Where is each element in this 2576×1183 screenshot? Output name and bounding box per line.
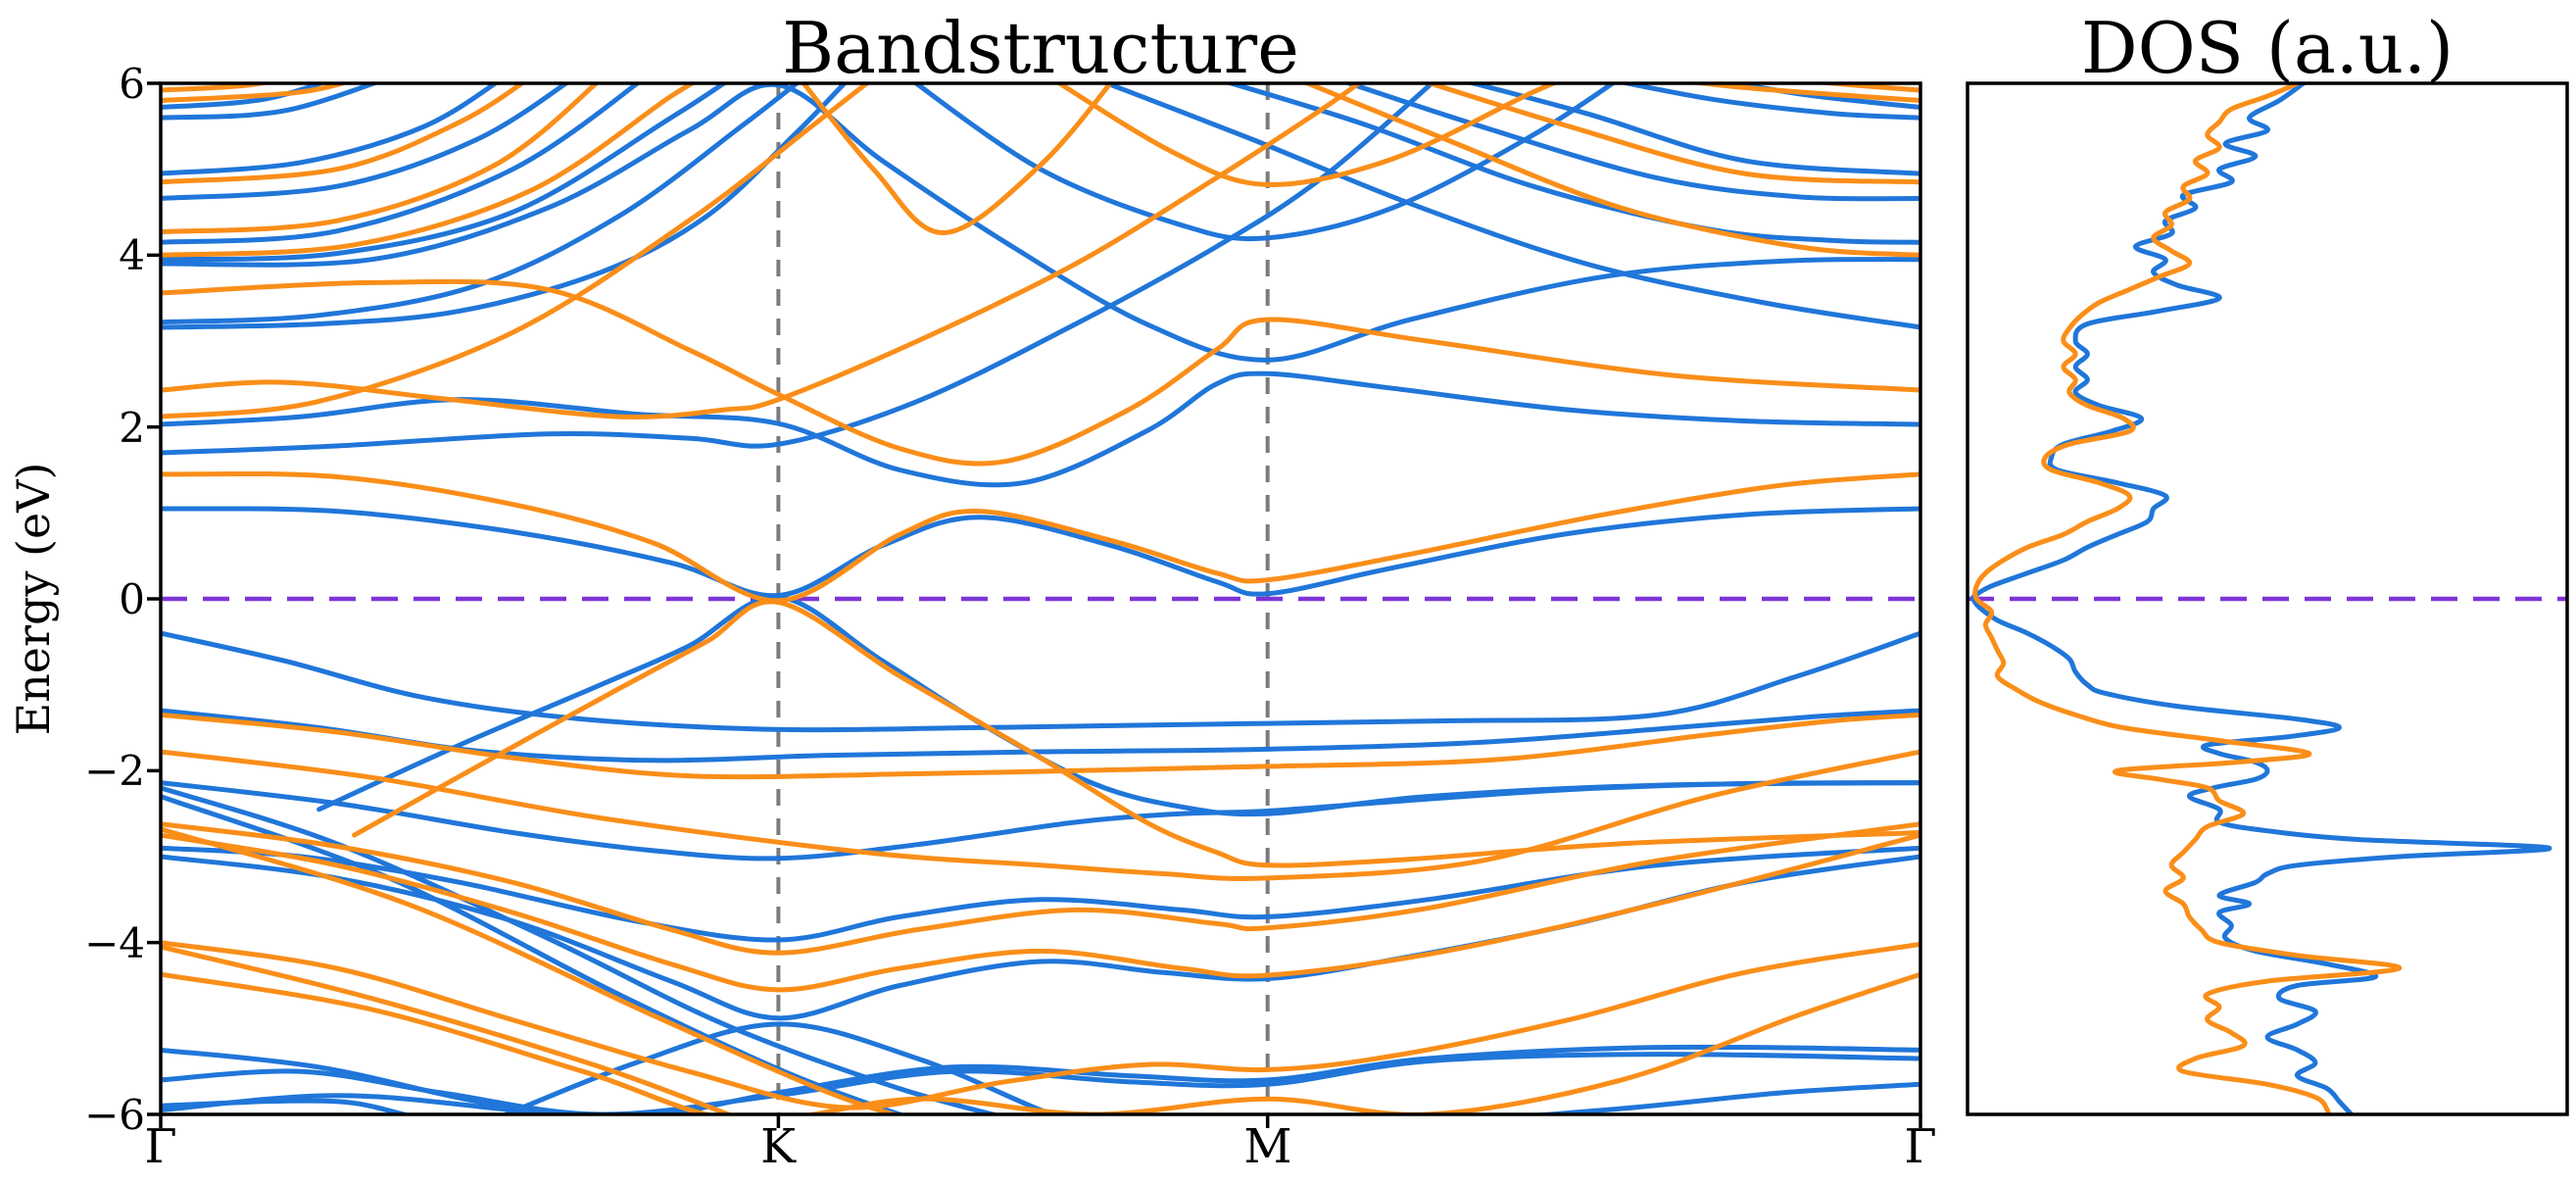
axis-ticks: [147, 81, 1922, 1128]
band-lines-layer: [161, 83, 1920, 1114]
band-panel-title: Bandstructure: [782, 7, 1299, 89]
band-line-blue: [161, 780, 1920, 862]
band-line-blue: [911, 83, 1618, 242]
band-line-orange: [1300, 83, 1920, 258]
y-tick-label: 4: [119, 231, 145, 279]
band-line-orange: [161, 821, 1920, 956]
y-tick-label: 6: [119, 60, 145, 108]
band-line-orange: [161, 83, 526, 185]
band-line-blue: [161, 83, 328, 110]
band-line-orange: [1806, 83, 1920, 93]
band-line-blue: [161, 370, 1920, 488]
band-line-orange: [161, 83, 275, 93]
band-line-blue: [161, 83, 500, 176]
band-line-blue: [161, 83, 729, 263]
band-line-orange: [352, 599, 1920, 868]
band-line-blue: [1464, 83, 1920, 176]
band-line-orange: [161, 83, 1363, 419]
band-line-blue: [161, 630, 1920, 733]
band-line-blue: [161, 83, 802, 325]
band-line-blue: [1615, 83, 1920, 121]
y-axis-label: Energy (eV): [7, 463, 60, 736]
band-line-blue: [161, 708, 1920, 764]
band-line-orange: [1681, 83, 1920, 103]
y-tick-label: −4: [84, 919, 145, 967]
band-line-blue: [161, 1081, 1920, 1114]
k-point-label-k: K: [760, 1119, 797, 1174]
dos-curve-orange: [1972, 83, 2403, 1114]
band-line-blue: [161, 845, 1920, 943]
band-line-blue: [161, 1052, 1920, 1114]
band-line-orange: [161, 470, 1920, 604]
band-line-orange: [161, 83, 698, 258]
band-line-orange: [161, 712, 1920, 780]
band-line-orange: [161, 83, 352, 103]
band-line-blue: [161, 1093, 575, 1114]
dos-curve-blue: [1970, 83, 2552, 1114]
band-line-blue: [161, 506, 1920, 599]
band-line-orange: [161, 83, 600, 235]
y-tick-label: 2: [119, 404, 145, 452]
band-line-orange: [161, 749, 1920, 881]
y-tick-label: −6: [84, 1091, 145, 1139]
k-point-label-m: M: [1243, 1119, 1291, 1174]
band-line-blue: [1099, 83, 1920, 330]
k-point-label-gamma-left: Γ: [144, 1119, 176, 1174]
band-line-blue: [161, 83, 642, 245]
k-point-label-gamma-right: Γ: [1904, 1119, 1936, 1174]
band-line-blue: [316, 594, 1920, 817]
band-line-blue: [161, 785, 1003, 1114]
band-line-blue: [1341, 83, 1920, 202]
band-line-orange: [161, 944, 735, 1114]
band-line-orange: [801, 83, 1114, 236]
band-line-blue: [161, 83, 381, 121]
band-line-orange: [161, 278, 1920, 467]
band-line-blue: [161, 83, 1920, 363]
band-line-orange: [161, 940, 1920, 1110]
band-line-orange: [1422, 83, 1920, 185]
y-tick-label: 0: [119, 575, 145, 623]
band-line-blue: [161, 83, 570, 201]
band-line-orange: [1054, 83, 1560, 187]
band-line-blue: [161, 83, 849, 330]
band-line-orange: [161, 832, 1920, 993]
dos-panel-border: [1966, 81, 2569, 1116]
dos-curves-layer: [1970, 83, 2552, 1114]
dos-panel-title: DOS (a.u.): [2081, 7, 2454, 89]
band-line-orange: [161, 826, 902, 1114]
y-tick-label: −2: [84, 747, 145, 795]
band-line-orange: [161, 83, 871, 419]
